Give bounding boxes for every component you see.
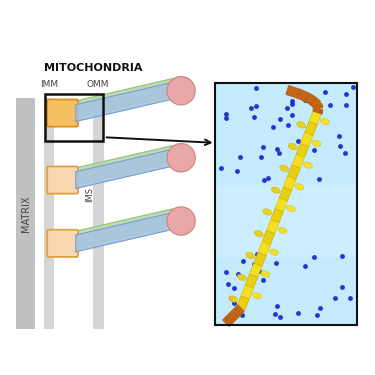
Ellipse shape	[237, 274, 246, 280]
Polygon shape	[266, 220, 279, 234]
Polygon shape	[237, 296, 249, 310]
Ellipse shape	[288, 143, 297, 150]
Polygon shape	[304, 122, 317, 136]
Polygon shape	[313, 107, 323, 114]
Ellipse shape	[312, 140, 321, 147]
Polygon shape	[76, 79, 172, 118]
Bar	[93, 98, 104, 329]
Polygon shape	[313, 104, 323, 110]
Ellipse shape	[246, 252, 255, 259]
Polygon shape	[76, 82, 172, 122]
Ellipse shape	[320, 118, 329, 125]
Text: OMM: OMM	[87, 80, 109, 89]
Ellipse shape	[278, 227, 287, 234]
Polygon shape	[284, 176, 296, 190]
Bar	[44, 98, 54, 329]
Polygon shape	[271, 209, 283, 223]
Polygon shape	[296, 143, 309, 158]
Ellipse shape	[261, 271, 270, 277]
Polygon shape	[305, 94, 316, 105]
Polygon shape	[297, 90, 309, 102]
Ellipse shape	[280, 165, 289, 172]
Bar	[215, 83, 357, 185]
Text: IMS: IMS	[86, 188, 94, 202]
Ellipse shape	[269, 249, 278, 255]
Polygon shape	[286, 86, 300, 98]
Ellipse shape	[271, 187, 280, 194]
Text: MITOCHONDRIA: MITOCHONDRIA	[44, 63, 143, 74]
Polygon shape	[249, 263, 262, 277]
Polygon shape	[292, 154, 304, 168]
Polygon shape	[226, 314, 235, 323]
Polygon shape	[241, 285, 254, 299]
Ellipse shape	[254, 231, 263, 237]
Polygon shape	[223, 317, 232, 326]
Polygon shape	[245, 274, 258, 288]
Circle shape	[167, 207, 195, 235]
Polygon shape	[279, 187, 292, 201]
Ellipse shape	[252, 292, 261, 299]
Polygon shape	[235, 305, 244, 314]
Circle shape	[167, 76, 195, 105]
Polygon shape	[288, 165, 300, 179]
Ellipse shape	[229, 296, 238, 302]
Polygon shape	[300, 132, 313, 147]
Text: MATRIX: MATRIX	[21, 195, 31, 232]
Circle shape	[167, 144, 195, 172]
Polygon shape	[76, 209, 172, 248]
Polygon shape	[229, 311, 238, 320]
Bar	[16, 98, 35, 329]
Polygon shape	[309, 111, 321, 125]
Ellipse shape	[263, 209, 272, 215]
Ellipse shape	[295, 184, 304, 190]
Polygon shape	[262, 231, 275, 244]
FancyBboxPatch shape	[47, 230, 78, 257]
Bar	[215, 83, 357, 325]
Ellipse shape	[303, 162, 312, 168]
Polygon shape	[232, 308, 241, 317]
Text: IMM: IMM	[40, 80, 58, 89]
Polygon shape	[275, 198, 288, 212]
Ellipse shape	[286, 206, 296, 212]
Bar	[215, 83, 357, 325]
FancyBboxPatch shape	[47, 99, 78, 127]
Polygon shape	[258, 242, 270, 255]
Polygon shape	[254, 252, 266, 266]
Ellipse shape	[297, 122, 306, 128]
Polygon shape	[310, 98, 320, 108]
Polygon shape	[76, 146, 172, 185]
Polygon shape	[76, 149, 172, 188]
Bar	[215, 258, 357, 325]
Bar	[45, 94, 103, 141]
Polygon shape	[76, 213, 172, 252]
FancyBboxPatch shape	[47, 166, 78, 194]
